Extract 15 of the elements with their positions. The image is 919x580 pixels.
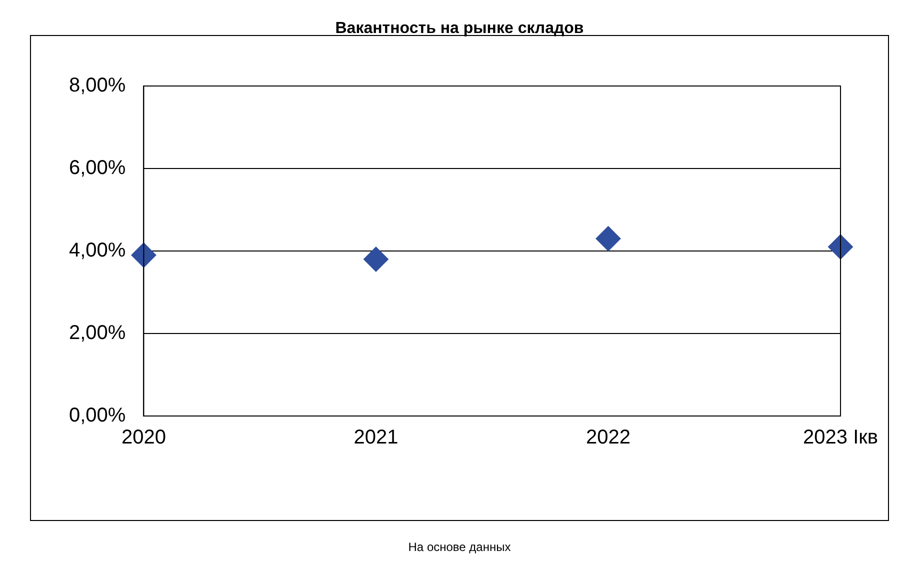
chart-title: Вакантность на рынке складов xyxy=(334,20,585,38)
y-tick-label: 8,00% xyxy=(68,74,126,97)
x-tick-label: 2022 xyxy=(586,426,630,449)
x-tick-label: 2021 xyxy=(354,426,398,449)
y-tick-label: 0,00% xyxy=(68,404,126,427)
text: На основе данных xyxy=(407,540,512,554)
x-tick-label: 2023 Iкв xyxy=(803,426,878,449)
point xyxy=(131,242,156,268)
y-tick-label: 2,00% xyxy=(68,322,126,344)
y-tick-label: 4,00% xyxy=(68,240,126,262)
point xyxy=(596,226,621,252)
point xyxy=(363,246,388,272)
point xyxy=(828,234,854,260)
y-tick-label: 6,00% xyxy=(68,157,126,180)
x-tick-label: 2020 xyxy=(121,426,166,449)
